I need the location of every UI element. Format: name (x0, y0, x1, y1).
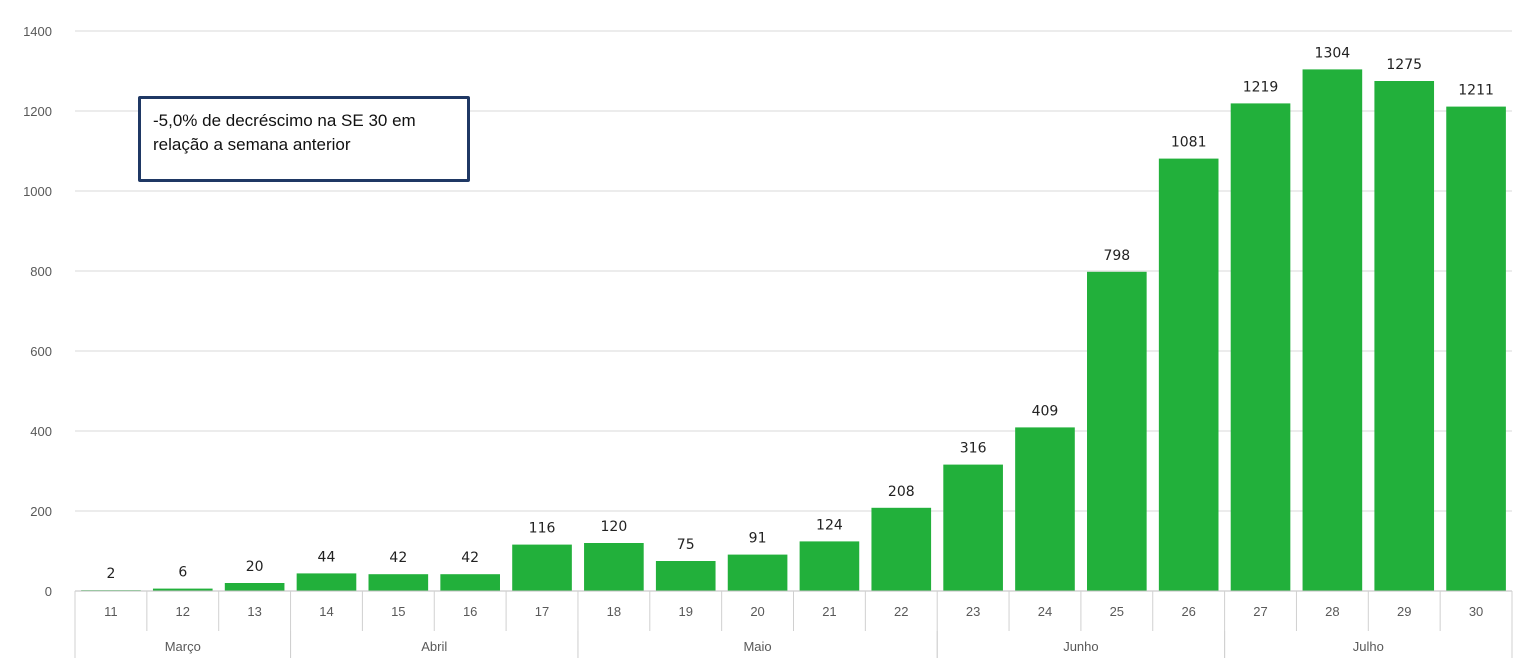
x-axis: 11 12 13 14 15 16 17 18 19 20 21 22 23 24 25 26 27 28 29 30… (74, 590, 1513, 658)
y-tick-label: 800 (30, 264, 52, 279)
bar (655, 561, 716, 591)
x-tick-label: 18 (607, 604, 621, 619)
month-label: Junho (1063, 639, 1098, 654)
x-tick-label: 17 (535, 604, 549, 619)
x-tick-label: 26 (1181, 604, 1195, 619)
bar (296, 573, 357, 591)
data-label: 1081 (1171, 135, 1207, 151)
x-tick-label: 19 (678, 604, 692, 619)
x-tick-label: 11 (104, 604, 118, 619)
x-tick-label: 15 (391, 604, 405, 619)
x-tick-label: 25 (1110, 604, 1124, 619)
bar (1087, 271, 1147, 591)
data-label: 798 (1103, 248, 1130, 264)
bar (1302, 69, 1363, 591)
data-label: 20 (246, 559, 264, 575)
data-label: 1275 (1386, 57, 1422, 73)
bar (727, 554, 788, 591)
bar (943, 464, 1003, 591)
bar (1374, 81, 1435, 591)
bar (224, 583, 285, 591)
data-label: 44 (318, 549, 336, 565)
data-label: 120 (601, 519, 628, 535)
data-label: 1304 (1315, 45, 1351, 61)
x-tick-label: 14 (319, 604, 333, 619)
x-tick-label: 24 (1038, 604, 1052, 619)
y-tick-label: 1000 (23, 184, 52, 199)
x-tick-label: 16 (463, 604, 477, 619)
month-label: Março (165, 639, 201, 654)
month-label: Abril (421, 639, 447, 654)
y-tick-label: 200 (30, 504, 52, 519)
bars (81, 69, 1506, 592)
x-tick-label: 20 (750, 604, 764, 619)
x-tick-label: 23 (966, 604, 980, 619)
data-label: 2 (106, 566, 115, 582)
bar (368, 574, 429, 591)
bar (1446, 106, 1506, 591)
y-tick-label: 600 (30, 344, 52, 359)
data-label: 42 (461, 550, 479, 566)
annotation-text: -5,0% de decréscimo na SE 30 em relação … (153, 111, 416, 154)
month-label: Maio (743, 639, 771, 654)
data-label: 91 (749, 531, 767, 547)
y-tick-label: 1200 (23, 104, 52, 119)
data-label: 6 (178, 565, 187, 581)
bar (440, 574, 500, 591)
month-label: Julho (1353, 639, 1384, 654)
x-tick-label: 28 (1325, 604, 1339, 619)
data-label: 1219 (1243, 79, 1279, 95)
data-labels: 2 6 20 44 42 42 116 120 75 91 124 208 316 409 798 1081 1… (106, 45, 1493, 582)
x-tick-label: 21 (822, 604, 836, 619)
data-label: 42 (389, 550, 407, 566)
data-label: 1211 (1458, 83, 1494, 99)
y-tick-label: 400 (30, 424, 52, 439)
data-label: 75 (677, 537, 695, 553)
data-label: 124 (816, 517, 843, 533)
bar (152, 588, 213, 591)
data-label: 116 (529, 521, 556, 537)
annotation-box: -5,0% de decréscimo na SE 30 em relação … (138, 96, 470, 182)
x-tick-label: 30 (1469, 604, 1483, 619)
bar (871, 507, 932, 591)
y-tick-label: 0 (45, 584, 52, 599)
data-label: 409 (1032, 403, 1059, 419)
bar (1158, 158, 1219, 591)
data-label: 208 (888, 484, 915, 500)
x-tick-label: 29 (1397, 604, 1411, 619)
x-tick-label: 22 (894, 604, 908, 619)
data-label: 316 (960, 441, 987, 457)
bar (799, 541, 860, 591)
bar (584, 543, 644, 591)
y-axis-tick-labels: 0 200 400 600 800 1000 1200 1400 (23, 24, 52, 599)
x-tick-label: 27 (1253, 604, 1267, 619)
y-tick-label: 1400 (23, 24, 52, 39)
x-tick-label: 13 (247, 604, 261, 619)
bar (1015, 427, 1075, 591)
x-tick-label: 12 (176, 604, 190, 619)
bar (512, 544, 572, 591)
bar (1230, 103, 1291, 592)
